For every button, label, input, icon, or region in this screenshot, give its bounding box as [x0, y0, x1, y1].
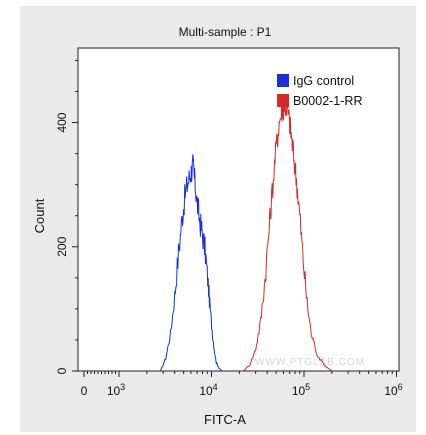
x-tick-label: 103 — [107, 382, 125, 398]
watermark-text: WWW.PTGLAB.COM — [255, 357, 365, 368]
x-tick-exponent: 5 — [305, 382, 310, 392]
x-tick-label: 106 — [384, 382, 402, 398]
y-tick-label: 400 — [55, 112, 69, 132]
y-axis-title: Count — [32, 198, 47, 233]
legend-label: IgG control — [293, 74, 354, 88]
y-tick-label: 200 — [55, 236, 69, 256]
x-tick-label: 104 — [199, 382, 217, 398]
x-tick-exponent: 4 — [213, 382, 218, 392]
y-tick-label: 0 — [55, 367, 69, 374]
legend-swatch — [277, 94, 289, 107]
x-tick-label: 105 — [292, 382, 310, 398]
histogram-chart: Multi-sample : P1 WWW.PTGLAB.COM 0 103 104… — [32, 25, 403, 427]
legend-swatch — [277, 74, 289, 87]
series-line-igg-control — [159, 154, 223, 372]
series-line-b0002-1-rr — [242, 99, 333, 372]
axis-ticks — [72, 59, 397, 377]
x-tick-label: 0 — [81, 384, 88, 398]
x-axis-title: FITC-A — [204, 412, 246, 427]
legend-label: B0002-1-RR — [293, 94, 362, 108]
chart-title: Multi-sample : P1 — [179, 25, 272, 39]
x-tick-exponent: 6 — [398, 382, 403, 392]
x-tick-exponent: 3 — [120, 382, 125, 392]
legend: IgG control B0002-1-RR — [277, 74, 362, 108]
series-layer — [159, 99, 333, 372]
plot-area — [77, 47, 400, 372]
